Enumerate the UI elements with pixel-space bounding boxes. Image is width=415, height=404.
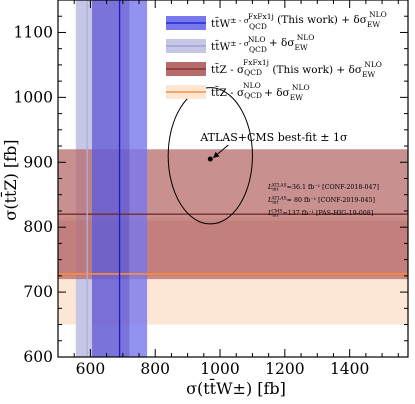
legend-entry-ttw-fxfx: tt̄W± - σQCDFxFx1j (This work) + δσEWNLO	[211, 10, 387, 31]
bands-layer	[58, 0, 408, 357]
best-fit-ellipse	[167, 87, 253, 225]
lumi-note-3: LintCMS=137 fb⁻¹ [PAS-HIG-19-008]	[267, 209, 373, 219]
x-tick-label: 1200	[265, 360, 304, 378]
x-tick-label: 1000	[200, 360, 239, 378]
x-tick-label: 800	[140, 360, 170, 378]
luminosity-notes: LintATLAS=36.1 fb⁻¹ [CONF-2018-047] Lint…	[267, 183, 379, 219]
y-tick-label: 900	[23, 153, 53, 171]
y-tick-label: 800	[23, 218, 53, 236]
best-fit-arrow	[213, 144, 229, 158]
legend-entry-ttz-fxfx: tt̄Z - σQCDFxFx1j (This work) + δσEWNLO	[211, 58, 382, 79]
y-tick-label: 1100	[14, 23, 53, 41]
axes: 600 800 1000 1200 1400 600 700 800 900 1000 1100	[14, 0, 408, 378]
best-fit-point	[207, 156, 213, 162]
y-axis-label: σ(tt̄Z) [fb]	[0, 139, 20, 220]
legend-entry-ttz-nlo: tt̄Z - σQCDNLO + δσEWNLO	[211, 81, 310, 102]
lumi-note-1: LintATLAS=36.1 fb⁻¹ [CONF-2018-047]	[267, 183, 379, 193]
lumi-note-2: LintATLAS= 80 fb⁻¹ [CONF-2019-045]	[267, 196, 375, 206]
band-ttw-fxfx-inner	[92, 0, 130, 357]
x-tick-label: 1400	[330, 360, 369, 378]
legend: tt̄W± - σQCDFxFx1j (This work) + δσEWNLO…	[166, 10, 387, 102]
x-tick-label: 600	[76, 360, 106, 378]
best-fit-label: ATLAS+CMS best-fit ± 1σ	[199, 131, 348, 144]
legend-entry-ttw-nlo: tt̄W± - σQCDNLO + δσEWNLO	[211, 33, 314, 54]
y-tick-label: 1000	[14, 88, 53, 106]
y-tick-label: 600	[23, 348, 53, 366]
x-axis-label: σ(tt̄W±) [fb]	[186, 377, 286, 398]
best-fit-layer: ATLAS+CMS best-fit ± 1σ	[167, 87, 348, 225]
lines-layer	[58, 0, 408, 357]
y-tick-label: 700	[23, 283, 53, 301]
